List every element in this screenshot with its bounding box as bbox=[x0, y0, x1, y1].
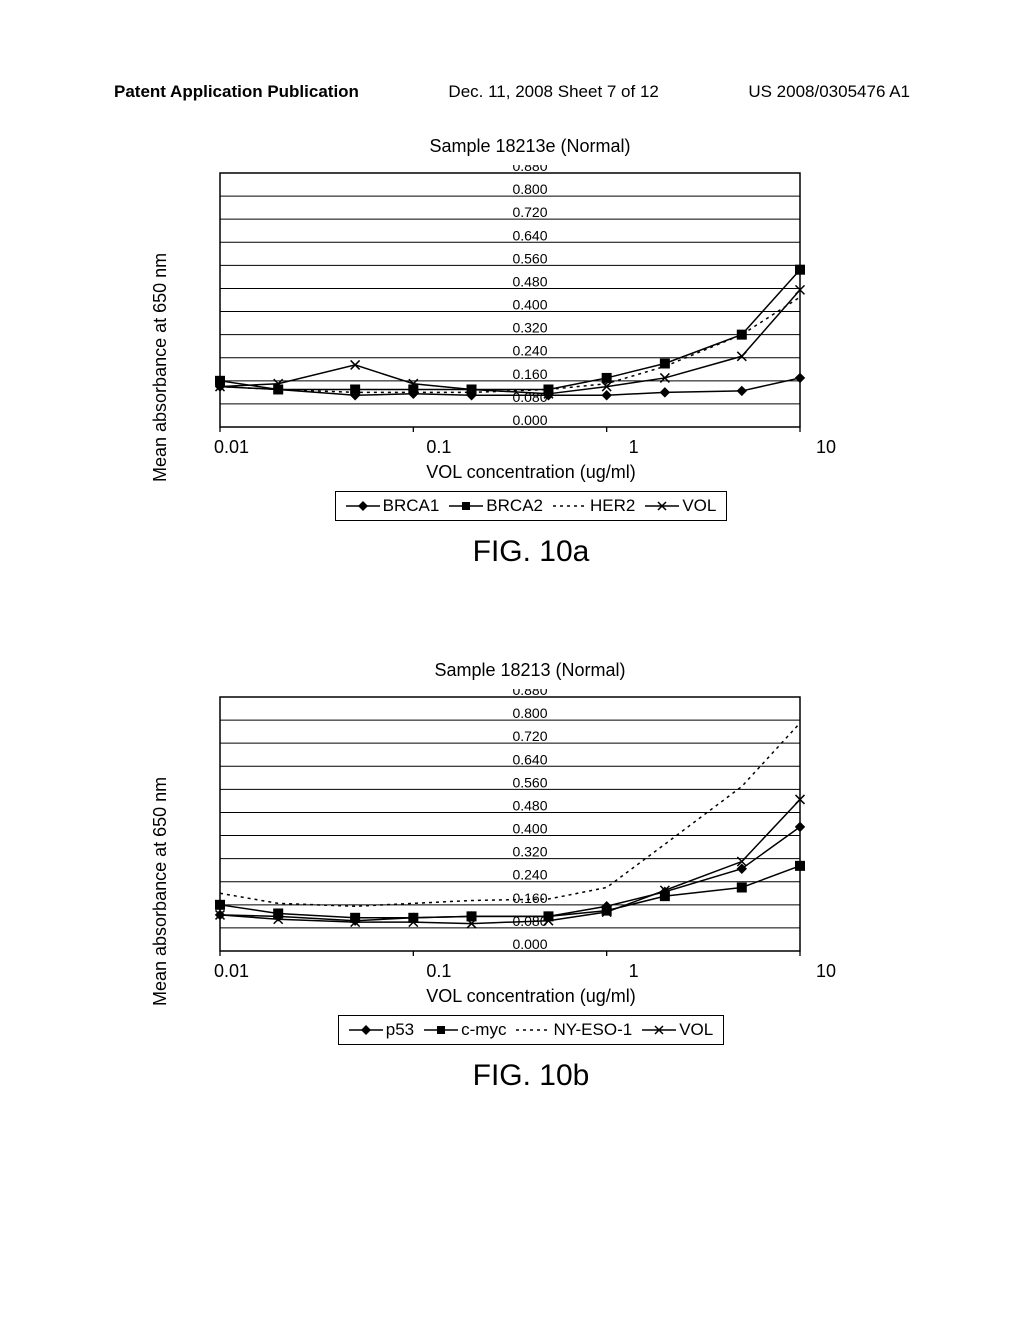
svg-text:0.880: 0.880 bbox=[512, 165, 547, 174]
legend-item: BRCA2 bbox=[449, 496, 543, 516]
legend-item: VOL bbox=[645, 496, 716, 516]
legend-item: NY-ESO-1 bbox=[516, 1020, 632, 1040]
xtick-label: 1 bbox=[629, 437, 639, 458]
xtick-label: 10 bbox=[816, 437, 836, 458]
svg-text:0.240: 0.240 bbox=[512, 343, 547, 359]
legend-label: HER2 bbox=[590, 496, 635, 516]
chart-b-block: Sample 18213 (Normal) Mean absorbance at… bbox=[150, 660, 850, 1093]
chart-a-legend: BRCA1 BRCA2 HER2 VOL bbox=[335, 491, 728, 521]
svg-text:0.480: 0.480 bbox=[512, 797, 547, 813]
chart-b-xlabel: VOL concentration (ug/ml) bbox=[180, 986, 850, 1007]
svg-text:0.640: 0.640 bbox=[512, 227, 547, 243]
svg-text:0.720: 0.720 bbox=[512, 204, 547, 220]
chart-a-xticks: 0.01 0.1 1 10 bbox=[180, 437, 850, 458]
legend-label: BRCA1 bbox=[383, 496, 440, 516]
chart-b-plot: 0.0000.0800.1600.2400.3200.4000.4800.560… bbox=[180, 689, 850, 1093]
xtick-label: 0.1 bbox=[426, 437, 451, 458]
svg-text:0.000: 0.000 bbox=[512, 412, 547, 428]
chart-a-wrap: Mean absorbance at 650 nm 0.000 0.080 0.16… bbox=[150, 165, 850, 569]
chart-a-xlabel: VOL concentration (ug/ml) bbox=[180, 462, 850, 483]
legend-item: HER2 bbox=[553, 496, 635, 516]
legend-label: VOL bbox=[679, 1020, 713, 1040]
xtick-label: 0.1 bbox=[426, 961, 451, 982]
chart-a-svg: 0.000 0.080 0.160 0.240 0.320 0.400 0.480 0.560… bbox=[180, 165, 820, 435]
svg-text:0.720: 0.720 bbox=[512, 728, 547, 744]
legend-label: BRCA2 bbox=[486, 496, 543, 516]
svg-text:0.400: 0.400 bbox=[512, 297, 547, 313]
svg-text:0.800: 0.800 bbox=[512, 705, 547, 721]
legend-item: c-myc bbox=[424, 1020, 506, 1040]
legend-item: p53 bbox=[349, 1020, 414, 1040]
header-center: Dec. 11, 2008 Sheet 7 of 12 bbox=[448, 82, 658, 102]
chart-b-ylabel: Mean absorbance at 650 nm bbox=[150, 689, 180, 1093]
svg-text:0.000: 0.000 bbox=[512, 936, 547, 952]
chart-a-block: Sample 18213e (Normal) Mean absorbance a… bbox=[150, 136, 850, 569]
xtick-label: 1 bbox=[629, 961, 639, 982]
chart-b-title: Sample 18213 (Normal) bbox=[150, 660, 850, 681]
chart-a-plot: 0.000 0.080 0.160 0.240 0.320 0.400 0.480 0.560… bbox=[180, 165, 850, 569]
svg-text:0.320: 0.320 bbox=[512, 320, 547, 336]
svg-text:0.880: 0.880 bbox=[512, 689, 547, 698]
xtick-label: 0.01 bbox=[214, 961, 249, 982]
chart-b-legend-row: p53 c-myc NY-ESO-1 VOL bbox=[180, 1007, 850, 1045]
legend-label: p53 bbox=[386, 1020, 414, 1040]
legend-label: c-myc bbox=[461, 1020, 506, 1040]
svg-text:0.320: 0.320 bbox=[512, 844, 547, 860]
header-right: US 2008/0305476 A1 bbox=[748, 82, 910, 102]
svg-text:0.640: 0.640 bbox=[512, 751, 547, 767]
legend-item: VOL bbox=[642, 1020, 713, 1040]
svg-text:0.480: 0.480 bbox=[512, 273, 547, 289]
chart-b-legend: p53 c-myc NY-ESO-1 VOL bbox=[338, 1015, 724, 1045]
header-left: Patent Application Publication bbox=[114, 82, 359, 102]
chart-a-caption: FIG. 10a bbox=[180, 535, 850, 569]
svg-text:0.240: 0.240 bbox=[512, 867, 547, 883]
legend-item: BRCA1 bbox=[346, 496, 440, 516]
chart-b-wrap: Mean absorbance at 650 nm 0.0000.0800.16… bbox=[150, 689, 850, 1093]
chart-a-title: Sample 18213e (Normal) bbox=[150, 136, 850, 157]
legend-label: VOL bbox=[682, 496, 716, 516]
chart-b-xticks: 0.01 0.1 1 10 bbox=[180, 961, 850, 982]
svg-text:0.160: 0.160 bbox=[512, 366, 547, 382]
svg-text:0.400: 0.400 bbox=[512, 821, 547, 837]
chart-a-legend-row: BRCA1 BRCA2 HER2 VOL bbox=[180, 483, 850, 521]
xtick-label: 10 bbox=[816, 961, 836, 982]
xtick-label: 0.01 bbox=[214, 437, 249, 458]
chart-b-caption: FIG. 10b bbox=[180, 1059, 850, 1093]
legend-label: NY-ESO-1 bbox=[553, 1020, 632, 1040]
chart-b-svg: 0.0000.0800.1600.2400.3200.4000.4800.560… bbox=[180, 689, 820, 959]
page-header: Patent Application Publication Dec. 11, … bbox=[0, 82, 1024, 102]
chart-a-ylabel: Mean absorbance at 650 nm bbox=[150, 165, 180, 569]
svg-text:0.560: 0.560 bbox=[512, 774, 547, 790]
svg-text:0.160: 0.160 bbox=[512, 890, 547, 906]
svg-text:0.080: 0.080 bbox=[512, 389, 547, 405]
svg-text:0.800: 0.800 bbox=[512, 181, 547, 197]
svg-text:0.560: 0.560 bbox=[512, 250, 547, 266]
